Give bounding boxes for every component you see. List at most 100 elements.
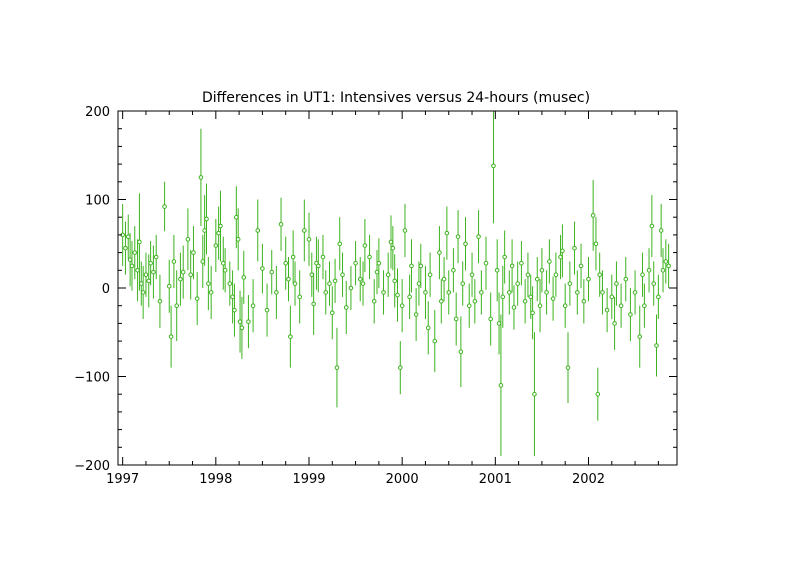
point-marker [332,278,338,284]
data-point [458,316,464,388]
data-point [323,270,329,315]
point-marker [604,307,610,313]
data-point [578,243,584,288]
data-point [286,257,291,302]
point-marker [407,294,412,300]
point-marker [148,260,153,266]
data-point [453,292,459,346]
data-point [123,221,128,275]
data-point [469,252,475,297]
point-marker [646,268,652,273]
point-marker [222,268,228,273]
point-marker [553,272,559,278]
data-point [472,279,478,324]
point-marker [530,310,535,316]
point-marker [640,272,645,278]
point-marker [595,391,601,397]
data-point [507,270,512,315]
point-marker [140,290,146,295]
data-point [332,258,338,304]
point-marker [125,234,131,239]
point-marker [174,303,179,309]
point-marker [597,272,602,278]
data-point [646,248,652,293]
point-marker [230,294,235,300]
data-point [395,268,400,322]
data-point [483,236,489,290]
point-marker [146,278,152,284]
point-marker [171,259,177,264]
data-point [544,270,549,315]
data-point [255,199,261,262]
data-point [353,241,358,286]
point-marker [658,228,664,233]
data-point [534,257,540,302]
point-marker [178,276,183,282]
point-marker [390,245,396,251]
data-point [232,283,237,337]
point-marker [600,290,605,295]
data-point [374,249,380,295]
point-marker [191,250,196,255]
point-marker [590,213,596,218]
point-marker [558,254,563,260]
data-point [357,257,363,302]
point-marker [218,223,223,229]
data-point [220,236,226,290]
point-marker [371,298,377,304]
point-marker [660,268,666,273]
data-point [632,270,638,315]
point-marker [409,263,414,269]
point-marker [292,281,298,286]
data-point [218,190,223,262]
tick-labels: −200 −100 0 100 200 1997 1998 1999 2000 2001 2002 [74,105,605,487]
data-point [532,332,537,457]
point-marker [438,298,444,304]
x-tick-label: 2001 [479,472,512,487]
data-point [392,254,398,308]
point-marker [399,303,405,309]
point-marker [353,260,358,266]
x-tick-label: 2000 [386,472,419,487]
point-marker [458,349,464,355]
data-point [138,261,144,306]
data-point [360,261,366,306]
point-marker [151,269,156,275]
data-point [651,261,657,306]
data-point [132,226,138,280]
point-marker [496,321,502,326]
data-point [525,252,531,297]
point-marker [260,266,265,271]
point-marker [123,245,128,251]
data-point [200,234,206,288]
data-point [381,270,386,315]
point-marker [437,250,442,255]
data-point [463,217,468,271]
point-marker [402,228,408,233]
point-marker [494,268,500,273]
data-point [151,245,156,299]
data-point [309,252,315,297]
data-point [460,261,466,306]
data-point [437,226,442,280]
point-marker [269,269,275,275]
data-point [491,111,496,224]
point-marker [444,230,450,236]
data-point [500,265,506,328]
x-tick-label: 1998 [199,472,232,487]
point-marker [565,365,571,370]
data-point [230,270,235,324]
data-point [565,332,571,404]
point-marker [127,257,133,262]
point-marker [632,290,638,295]
data-point [488,292,493,346]
point-marker [618,303,624,309]
point-marker [237,319,243,324]
data-point [292,261,298,306]
point-marker [337,241,343,247]
data-point [519,241,524,286]
data-point [278,197,284,251]
data-point [246,295,251,349]
x-tick-label: 1997 [106,472,139,487]
data-point [427,252,433,297]
